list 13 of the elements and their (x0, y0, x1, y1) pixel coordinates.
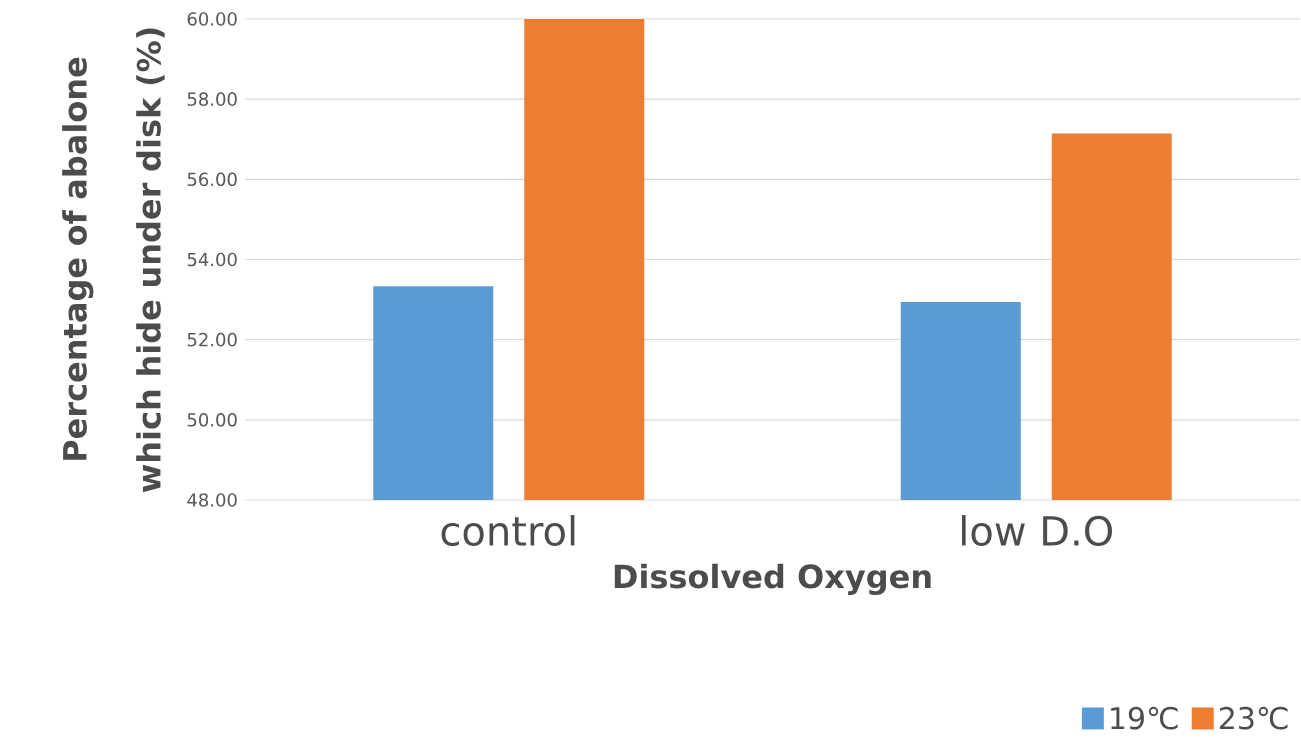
y-tick-label: 52.00 (187, 332, 237, 347)
legend-label: 23℃ (1219, 706, 1288, 730)
y-tick-label: 58.00 (187, 92, 237, 106)
legend-label: 19℃ (1111, 706, 1178, 730)
y-tick-label: 48.00 (187, 493, 237, 507)
x-axis-title: Dissolved Oxygen (614, 563, 931, 595)
x-tick-label: control (441, 515, 575, 547)
y-tick-label: 50.00 (187, 413, 237, 427)
y-tick-label: 56.00 (187, 172, 237, 187)
y-tick-label: 60.00 (187, 12, 237, 26)
x-tick-label: low D.O (962, 515, 1112, 547)
text: Percentage of abalone which hide under disk (%) (62, 28, 165, 493)
y-tick-label: 54.00 (187, 252, 237, 267)
